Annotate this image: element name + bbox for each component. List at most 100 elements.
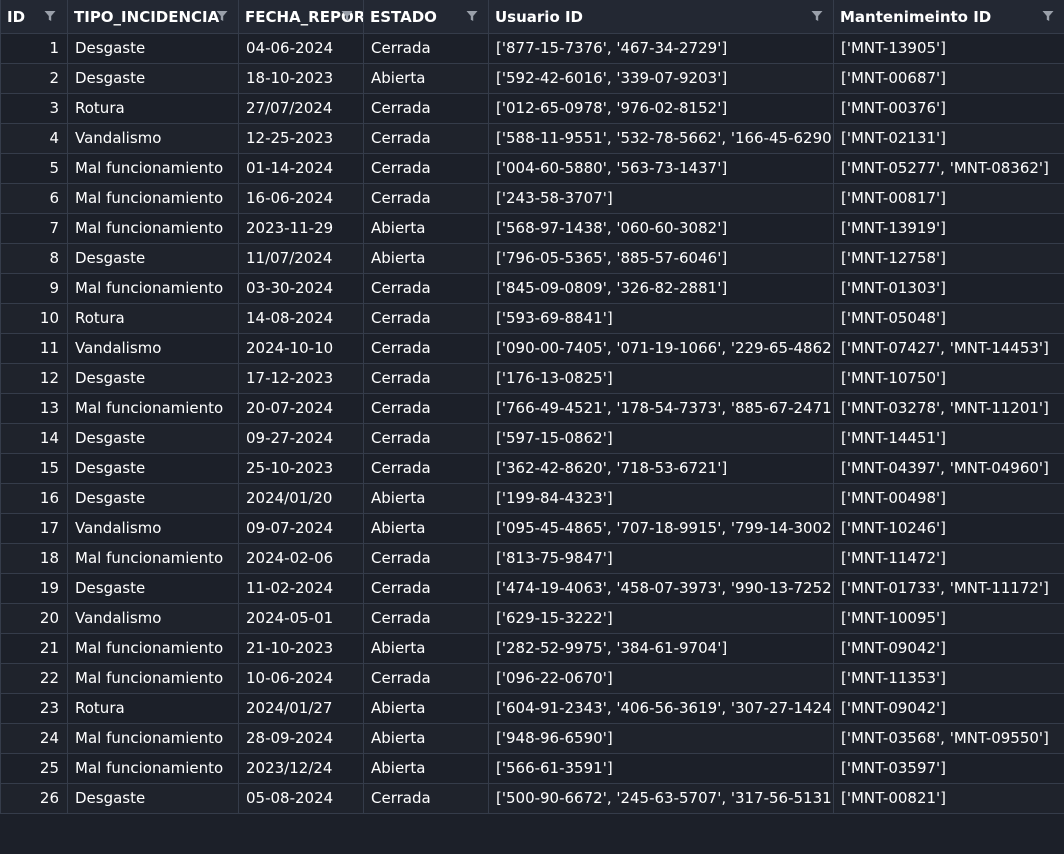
table-row[interactable]: 9 Mal funcionamiento 03-30-2024 Cerrada ['84…: [0, 273, 1064, 304]
table-row[interactable]: 12 Desgaste 17-12-2023 Cerrada ['176-13-0825…: [0, 363, 1064, 394]
filter-icon[interactable]: [1042, 10, 1054, 22]
table-row[interactable]: 1 Desgaste 04-06-2024 Cerrada ['877-15-7376'…: [0, 33, 1064, 64]
cell-mantenimiento-id: ['MNT-13905']: [833, 33, 1064, 64]
cell-mantenimiento-id: ['MNT-00498']: [833, 483, 1064, 514]
cell-usuario-id: ['566-61-3591']: [488, 753, 834, 784]
cell-mantenimiento-id: ['MNT-09042']: [833, 693, 1064, 724]
table-row[interactable]: 11 Vandalismo 2024-10-10 Cerrada ['090-00-74…: [0, 333, 1064, 364]
table-row[interactable]: 3 Rotura 27/07/2024 Cerrada ['012-65-0978', …: [0, 93, 1064, 124]
column-header-label: FECHA_REPORT: [245, 7, 364, 26]
table-row[interactable]: 18 Mal funcionamiento 2024-02-06 Cerrada ['8…: [0, 543, 1064, 574]
cell-estado: Cerrada: [363, 303, 489, 334]
cell-id: 11: [0, 333, 68, 364]
table-row[interactable]: 21 Mal funcionamiento 21-10-2023 Abierta ['2…: [0, 633, 1064, 664]
cell-id: 18: [0, 543, 68, 574]
column-header-fecha-report[interactable]: FECHA_REPORT: [238, 0, 364, 34]
table-row[interactable]: 17 Vandalismo 09-07-2024 Abierta ['095-45-48…: [0, 513, 1064, 544]
table-row[interactable]: 14 Desgaste 09-27-2024 Cerrada ['597-15-0862…: [0, 423, 1064, 454]
cell-fecha-report: 27/07/2024: [238, 93, 364, 124]
cell-id: 19: [0, 573, 68, 604]
cell-estado: Cerrada: [363, 273, 489, 304]
table-row[interactable]: 19 Desgaste 11-02-2024 Cerrada ['474-19-4063…: [0, 573, 1064, 604]
cell-usuario-id: ['604-91-2343', '406-56-3619', '307-27-1…: [488, 693, 834, 724]
cell-estado: Cerrada: [363, 393, 489, 424]
column-header-label: ESTADO: [370, 7, 437, 26]
cell-id: 5: [0, 153, 68, 184]
table-row[interactable]: 4 Vandalismo 12-25-2023 Cerrada ['588-11-955…: [0, 123, 1064, 154]
table-row[interactable]: 24 Mal funcionamiento 28-09-2024 Abierta ['9…: [0, 723, 1064, 754]
cell-id: 4: [0, 123, 68, 154]
cell-usuario-id: ['090-00-7405', '071-19-1066', '229-65-4…: [488, 333, 834, 364]
table-row[interactable]: 22 Mal funcionamiento 10-06-2024 Cerrada ['0…: [0, 663, 1064, 694]
table-row[interactable]: 16 Desgaste 2024/01/20 Abierta ['199-84-4323…: [0, 483, 1064, 514]
table-row[interactable]: 7 Mal funcionamiento 2023-11-29 Abierta ['56…: [0, 213, 1064, 244]
cell-usuario-id: ['096-22-0670']: [488, 663, 834, 694]
cell-tipo-incidencia: Desgaste: [67, 423, 239, 454]
cell-fecha-report: 2023-11-29: [238, 213, 364, 244]
table-row[interactable]: 13 Mal funcionamiento 20-07-2024 Cerrada ['7…: [0, 393, 1064, 424]
cell-tipo-incidencia: Mal funcionamiento: [67, 663, 239, 694]
table-row[interactable]: 8 Desgaste 11/07/2024 Abierta ['796-05-5365'…: [0, 243, 1064, 274]
cell-mantenimiento-id: ['MNT-05277', 'MNT-08362']: [833, 153, 1064, 184]
column-header-id[interactable]: ID: [0, 0, 68, 34]
table-row[interactable]: 25 Mal funcionamiento 2023/12/24 Abierta ['5…: [0, 753, 1064, 784]
cell-id: 15: [0, 453, 68, 484]
cell-tipo-incidencia: Desgaste: [67, 783, 239, 814]
cell-tipo-incidencia: Desgaste: [67, 33, 239, 64]
cell-usuario-id: ['597-15-0862']: [488, 423, 834, 454]
column-header-estado[interactable]: ESTADO: [363, 0, 489, 34]
cell-estado: Cerrada: [363, 363, 489, 394]
filter-icon[interactable]: [341, 10, 353, 22]
cell-mantenimiento-id: ['MNT-07427', 'MNT-14453']: [833, 333, 1064, 364]
filter-icon[interactable]: [44, 10, 56, 22]
cell-id: 3: [0, 93, 68, 124]
cell-estado: Abierta: [363, 633, 489, 664]
column-header-tipo-incidencia[interactable]: TIPO_INCIDENCIA: [67, 0, 239, 34]
filter-icon[interactable]: [811, 10, 823, 22]
cell-tipo-incidencia: Mal funcionamiento: [67, 213, 239, 244]
cell-id: 13: [0, 393, 68, 424]
cell-mantenimiento-id: ['MNT-03278', 'MNT-11201']: [833, 393, 1064, 424]
column-header-label: TIPO_INCIDENCIA: [74, 7, 220, 26]
cell-fecha-report: 04-06-2024: [238, 33, 364, 64]
cell-estado: Cerrada: [363, 573, 489, 604]
table-row[interactable]: 26 Desgaste 05-08-2024 Cerrada ['500-90-6672…: [0, 783, 1064, 814]
cell-tipo-incidencia: Vandalismo: [67, 603, 239, 634]
table-row[interactable]: 5 Mal funcionamiento 01-14-2024 Cerrada ['00…: [0, 153, 1064, 184]
cell-usuario-id: ['199-84-4323']: [488, 483, 834, 514]
table-row[interactable]: 2 Desgaste 18-10-2023 Abierta ['592-42-6016'…: [0, 63, 1064, 94]
cell-id: 20: [0, 603, 68, 634]
cell-fecha-report: 16-06-2024: [238, 183, 364, 214]
cell-mantenimiento-id: ['MNT-01733', 'MNT-11172']: [833, 573, 1064, 604]
cell-fecha-report: 12-25-2023: [238, 123, 364, 154]
cell-usuario-id: ['012-65-0978', '976-02-8152']: [488, 93, 834, 124]
cell-mantenimiento-id: ['MNT-11472']: [833, 543, 1064, 574]
cell-tipo-incidencia: Mal funcionamiento: [67, 753, 239, 784]
cell-estado: Cerrada: [363, 663, 489, 694]
cell-id: 17: [0, 513, 68, 544]
cell-estado: Cerrada: [363, 153, 489, 184]
table-row[interactable]: 20 Vandalismo 2024-05-01 Cerrada ['629-15-32…: [0, 603, 1064, 634]
cell-estado: Abierta: [363, 693, 489, 724]
cell-estado: Abierta: [363, 243, 489, 274]
cell-mantenimiento-id: ['MNT-13919']: [833, 213, 1064, 244]
filter-icon[interactable]: [216, 10, 228, 22]
filter-icon[interactable]: [466, 10, 478, 22]
cell-fecha-report: 01-14-2024: [238, 153, 364, 184]
column-header-usuario-id[interactable]: Usuario ID: [488, 0, 834, 34]
table-row[interactable]: 23 Rotura 2024/01/27 Abierta ['604-91-2343',…: [0, 693, 1064, 724]
table-row[interactable]: 15 Desgaste 25-10-2023 Cerrada ['362-42-8620…: [0, 453, 1064, 484]
cell-id: 23: [0, 693, 68, 724]
cell-fecha-report: 2024/01/27: [238, 693, 364, 724]
cell-mantenimiento-id: ['MNT-03597']: [833, 753, 1064, 784]
column-header-mantenimiento-id[interactable]: Mantenimeinto ID: [833, 0, 1064, 34]
table-row[interactable]: 6 Mal funcionamiento 16-06-2024 Cerrada ['24…: [0, 183, 1064, 214]
cell-tipo-incidencia: Mal funcionamiento: [67, 273, 239, 304]
cell-estado: Cerrada: [363, 183, 489, 214]
cell-fecha-report: 18-10-2023: [238, 63, 364, 94]
cell-estado: Cerrada: [363, 33, 489, 64]
cell-usuario-id: ['588-11-9551', '532-78-5662', '166-45-6…: [488, 123, 834, 154]
cell-usuario-id: ['500-90-6672', '245-63-5707', '317-56-5…: [488, 783, 834, 814]
table-row[interactable]: 10 Rotura 14-08-2024 Cerrada ['593-69-8841']…: [0, 303, 1064, 334]
cell-estado: Abierta: [363, 483, 489, 514]
